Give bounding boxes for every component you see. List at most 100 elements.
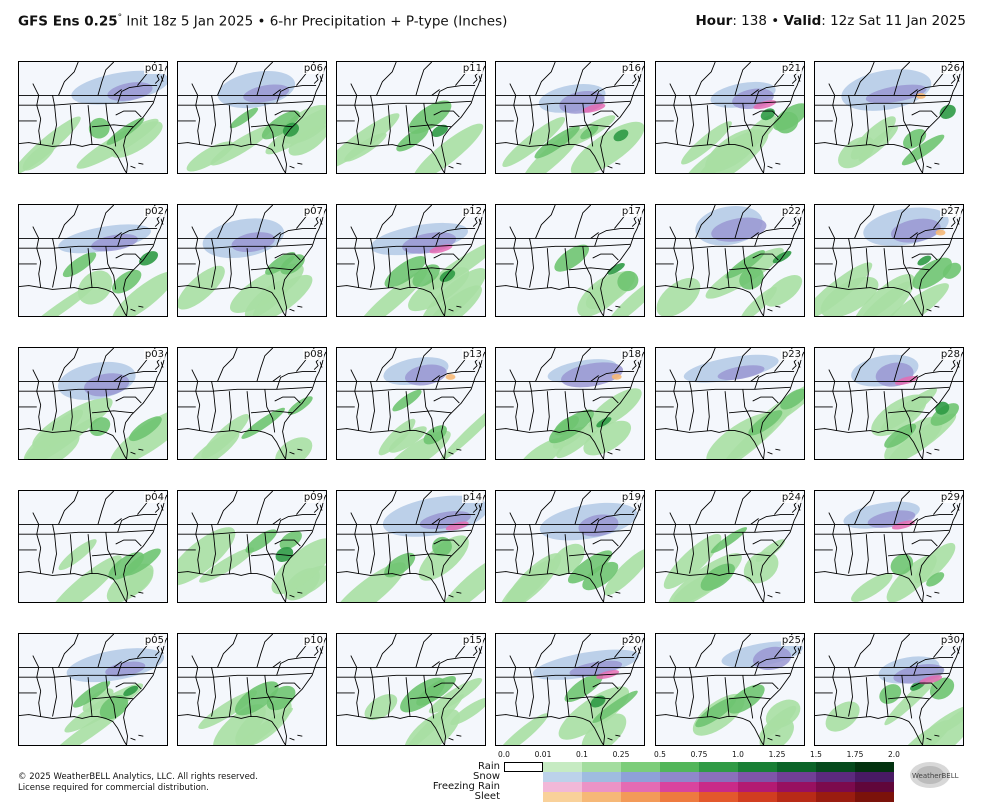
legend-swatch [543, 782, 582, 792]
map-svg [337, 491, 485, 602]
map-svg [496, 62, 644, 173]
legend-swatch [738, 792, 777, 802]
member-panel-p30: p30 [814, 633, 964, 746]
legend-swatch [816, 782, 855, 792]
map-svg [656, 634, 804, 745]
legend-tick: 1.5 [810, 750, 822, 759]
map-svg [337, 348, 485, 459]
member-panel-p16: p16 [495, 61, 645, 174]
legend-tick: 1.25 [768, 750, 786, 759]
legend-tick: 0.01 [534, 750, 552, 759]
legend-swatch [855, 782, 894, 792]
legend-tick: 0.25 [612, 750, 630, 759]
map-svg [815, 205, 963, 316]
map-svg [656, 491, 804, 602]
member-panel-p25: p25 [655, 633, 805, 746]
member-label: p09 [302, 492, 324, 503]
weatherbell-logo: WeatherBELL [908, 760, 968, 790]
member-label: p26 [939, 63, 961, 74]
member-label: p08 [302, 349, 324, 360]
member-label: p18 [620, 349, 642, 360]
map-svg [178, 348, 326, 459]
member-panel-p04: p04 [18, 490, 168, 603]
map-svg [337, 634, 485, 745]
legend-swatch [699, 782, 738, 792]
map-svg [656, 348, 804, 459]
hour-value: : 138 • [732, 13, 784, 29]
legend-swatch [816, 772, 855, 782]
member-label: p01 [143, 63, 165, 74]
member-panel-p26: p26 [814, 61, 964, 174]
legend-tick: 1.0 [732, 750, 744, 759]
map-svg [496, 491, 644, 602]
member-panel-p07: p07 [177, 204, 327, 317]
legend-swatch [621, 792, 660, 802]
legend-swatch [699, 762, 738, 772]
legend-tick: 0.75 [690, 750, 708, 759]
legend-tick: 0.1 [576, 750, 588, 759]
copyright-line-1: © 2025 WeatherBELL Analytics, LLC. All r… [18, 772, 258, 782]
legend-swatch [621, 772, 660, 782]
member-label: p16 [620, 63, 642, 74]
legend-tick: 2.0 [888, 750, 900, 759]
member-label: p06 [302, 63, 324, 74]
map-svg [496, 348, 644, 459]
valid-label: Valid [783, 13, 822, 29]
legend-swatch [621, 782, 660, 792]
legend-swatch [816, 762, 855, 772]
legend-ticks: 0.0 0.01 0.1 0.25 0.5 0.75 1.0 1.25 1.5 1.75 2.0 [498, 750, 900, 760]
legend-tick: 0.5 [654, 750, 666, 759]
legend-row-label: Freezing Rain [432, 781, 500, 792]
member-label: p11 [461, 63, 483, 74]
member-panel-p28: p28 [814, 347, 964, 460]
member-panel-p22: p22 [655, 204, 805, 317]
map-svg [815, 348, 963, 459]
legend-swatch [543, 772, 582, 782]
hour-label: Hour [695, 13, 733, 29]
map-svg [19, 62, 167, 173]
member-panel-p10: p10 [177, 633, 327, 746]
member-label: p14 [461, 492, 483, 503]
member-label: p15 [461, 635, 483, 646]
legend-swatch [660, 762, 699, 772]
map-title: GFS Ens 0.25° Init 18z 5 Jan 2025 • 6-hr… [18, 13, 507, 30]
legend-row-label: Sleet [474, 791, 500, 802]
legend-swatch [816, 792, 855, 802]
map-svg [496, 205, 644, 316]
map-svg [656, 62, 804, 173]
member-panel-p05: p05 [18, 633, 168, 746]
legend-swatch [699, 792, 738, 802]
legend-row-snow: Snow [440, 771, 900, 782]
legend-swatch [777, 792, 816, 802]
map-svg [19, 348, 167, 459]
map-svg [815, 491, 963, 602]
legend-swatch [504, 792, 543, 802]
map-svg [337, 205, 485, 316]
legend-swatch [504, 772, 543, 782]
map-svg [19, 634, 167, 745]
member-panel-p11: p11 [336, 61, 486, 174]
member-label: p29 [939, 492, 961, 503]
member-panel-p09: p09 [177, 490, 327, 603]
member-panel-p21: p21 [655, 61, 805, 174]
member-panel-p27: p27 [814, 204, 964, 317]
legend-swatch [660, 772, 699, 782]
legend-swatch [504, 762, 543, 772]
model-name: GFS Ens 0.25 [18, 13, 118, 30]
legend-swatch [543, 762, 582, 772]
map-svg [19, 491, 167, 602]
map-svg [178, 205, 326, 316]
legend-swatch [582, 772, 621, 782]
member-label: p05 [143, 635, 165, 646]
member-label: p12 [461, 206, 483, 217]
member-panel-p15: p15 [336, 633, 486, 746]
member-panel-p20: p20 [495, 633, 645, 746]
map-svg [656, 205, 804, 316]
legend-swatch [504, 782, 543, 792]
member-label: p27 [939, 206, 961, 217]
member-panel-p03: p03 [18, 347, 168, 460]
member-label: p22 [780, 206, 802, 217]
valid-time: Hour: 138 • Valid: 12z Sat 11 Jan 2025 [696, 13, 967, 29]
member-label: p20 [620, 635, 642, 646]
legend-swatch [660, 792, 699, 802]
